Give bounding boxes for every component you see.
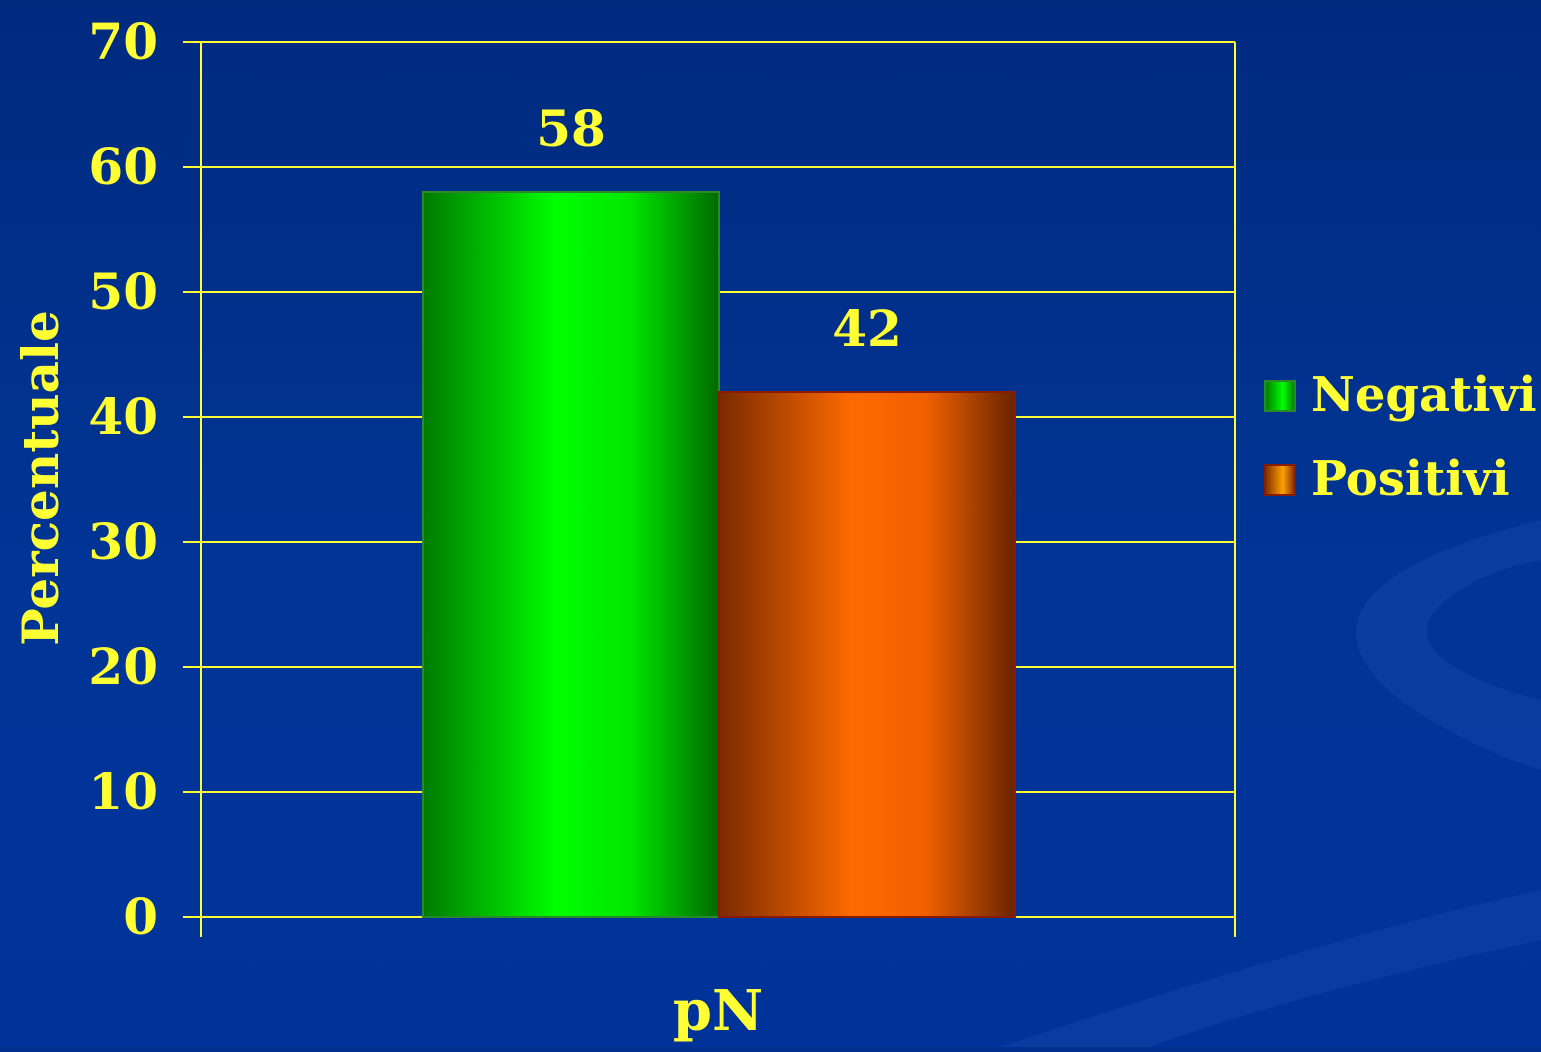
x-axis-title: pN (673, 978, 763, 1044)
y-axis-title: Percentuale (11, 310, 70, 646)
bar-positivi (718, 391, 1016, 918)
background-swoosh (1000, 520, 1541, 1047)
y-tick-label: 70 (88, 12, 158, 71)
bar-negativi (422, 191, 720, 918)
y-axis-ticks: 0 10 20 30 40 50 60 70 (88, 12, 158, 946)
y-tick-label: 10 (88, 762, 158, 821)
data-label: 42 (832, 299, 902, 358)
data-label: 58 (536, 99, 606, 158)
y-tick-label: 60 (88, 137, 158, 196)
axes (200, 42, 1236, 937)
y-tick-label: 50 (88, 262, 158, 321)
y-tick-label: 30 (88, 512, 158, 571)
legend-label-negativi: Negativi (1311, 367, 1537, 423)
legend-label-positivi: Positivi (1311, 451, 1510, 507)
y-tick-label: 40 (88, 387, 158, 446)
legend-swatch-positivi (1264, 464, 1296, 496)
legend-swatch-negativi (1264, 380, 1296, 412)
legend: Negativi Positivi (1264, 367, 1537, 507)
data-labels: 58 42 (536, 99, 902, 358)
y-tick-label: 20 (88, 637, 158, 696)
y-tick-label: 0 (123, 887, 158, 946)
bars (422, 191, 1016, 918)
